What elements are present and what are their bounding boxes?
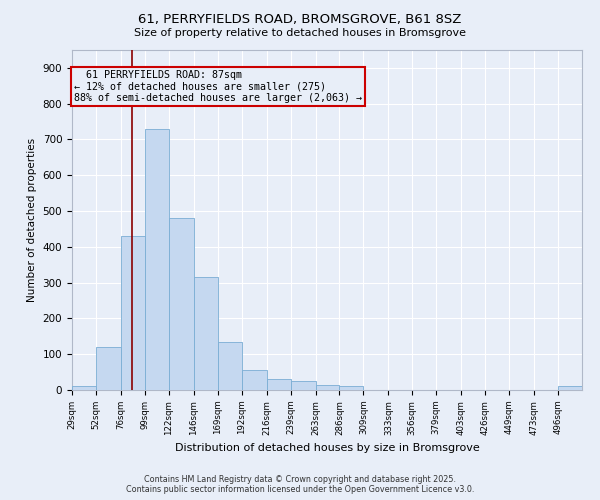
Bar — [242, 370, 266, 390]
Bar — [194, 278, 218, 390]
Bar — [218, 342, 242, 390]
Bar — [290, 381, 316, 390]
Bar — [340, 386, 364, 390]
Bar — [316, 384, 340, 390]
Bar — [96, 347, 121, 390]
X-axis label: Distribution of detached houses by size in Bromsgrove: Distribution of detached houses by size … — [175, 443, 479, 453]
Bar — [72, 386, 96, 390]
Bar — [169, 218, 194, 390]
Bar — [558, 386, 582, 390]
Text: Contains HM Land Registry data © Crown copyright and database right 2025.
Contai: Contains HM Land Registry data © Crown c… — [126, 474, 474, 494]
Bar — [121, 236, 145, 390]
Text: Size of property relative to detached houses in Bromsgrove: Size of property relative to detached ho… — [134, 28, 466, 38]
Bar — [145, 128, 169, 390]
Y-axis label: Number of detached properties: Number of detached properties — [27, 138, 37, 302]
Bar — [266, 380, 290, 390]
Text: 61 PERRYFIELDS ROAD: 87sqm
← 12% of detached houses are smaller (275)
88% of sem: 61 PERRYFIELDS ROAD: 87sqm ← 12% of deta… — [74, 70, 362, 103]
Text: 61, PERRYFIELDS ROAD, BROMSGROVE, B61 8SZ: 61, PERRYFIELDS ROAD, BROMSGROVE, B61 8S… — [139, 12, 461, 26]
